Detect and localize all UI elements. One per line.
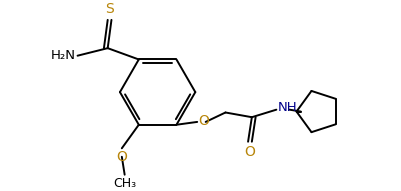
- Text: CH₃: CH₃: [113, 176, 136, 189]
- Text: H₂N: H₂N: [51, 49, 76, 62]
- Text: O: O: [198, 114, 209, 128]
- Text: O: O: [116, 150, 127, 164]
- Text: NH: NH: [277, 101, 297, 114]
- Text: S: S: [105, 2, 114, 16]
- Text: O: O: [245, 145, 255, 159]
